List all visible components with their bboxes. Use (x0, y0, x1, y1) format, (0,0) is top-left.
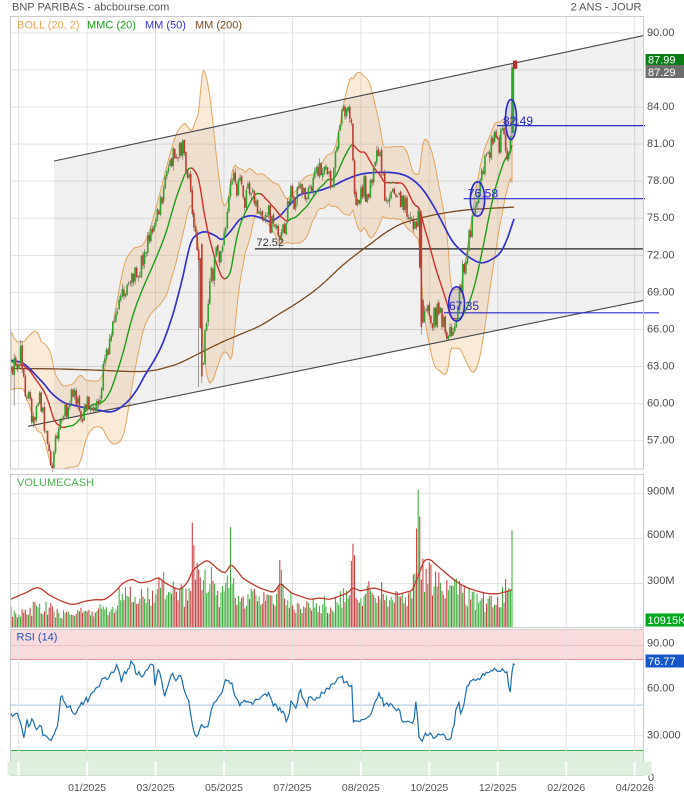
svg-text:12/2025: 12/2025 (479, 782, 517, 794)
svg-text:MMC (20): MMC (20) (87, 20, 136, 32)
svg-text:90.00: 90.00 (647, 27, 675, 39)
svg-text:84.00: 84.00 (647, 101, 675, 113)
svg-text:2 ANS - JOUR: 2 ANS - JOUR (571, 2, 642, 14)
svg-text:05/2025: 05/2025 (205, 782, 243, 794)
svg-text:30.000: 30.000 (647, 729, 681, 741)
svg-text:600M: 600M (647, 529, 675, 541)
svg-text:76.58: 76.58 (468, 187, 498, 201)
svg-text:67.35: 67.35 (449, 299, 479, 313)
svg-text:VOLUMECASH: VOLUMECASH (17, 477, 94, 489)
svg-text:BNP PARIBAS - abcbourse.com: BNP PARIBAS - abcbourse.com (12, 2, 169, 14)
svg-text:69.00: 69.00 (647, 286, 675, 298)
svg-text:01/2025: 01/2025 (68, 782, 106, 794)
svg-text:04/2026: 04/2026 (616, 782, 654, 794)
svg-text:90.00: 90.00 (647, 638, 675, 650)
svg-text:87.99: 87.99 (648, 54, 676, 66)
svg-text:63.00: 63.00 (647, 361, 675, 373)
svg-text:08/2025: 08/2025 (342, 782, 380, 794)
svg-text:76.77: 76.77 (648, 656, 676, 668)
svg-text:MM (200): MM (200) (195, 20, 242, 32)
svg-text:87.29: 87.29 (648, 67, 676, 79)
svg-text:66.00: 66.00 (647, 324, 675, 336)
svg-text:BOLL (20, 2): BOLL (20, 2) (17, 20, 80, 32)
svg-text:57.00: 57.00 (647, 435, 675, 447)
svg-text:RSI (14): RSI (14) (17, 632, 58, 644)
svg-text:300M: 300M (647, 575, 675, 587)
svg-text:MM (50): MM (50) (145, 20, 186, 32)
svg-text:82.49: 82.49 (503, 114, 533, 128)
svg-text:07/2025: 07/2025 (273, 782, 311, 794)
svg-text:03/2025: 03/2025 (137, 782, 175, 794)
svg-text:75.00: 75.00 (647, 212, 675, 224)
svg-text:60.00: 60.00 (647, 398, 675, 410)
svg-text:10915K: 10915K (648, 615, 684, 627)
svg-text:60.00: 60.00 (647, 683, 675, 695)
svg-text:10/2025: 10/2025 (410, 782, 448, 794)
svg-text:78.00: 78.00 (647, 175, 675, 187)
svg-text:02/2026: 02/2026 (547, 782, 585, 794)
svg-text:72.00: 72.00 (647, 249, 675, 261)
svg-text:81.00: 81.00 (647, 138, 675, 150)
svg-text:900M: 900M (647, 486, 675, 498)
